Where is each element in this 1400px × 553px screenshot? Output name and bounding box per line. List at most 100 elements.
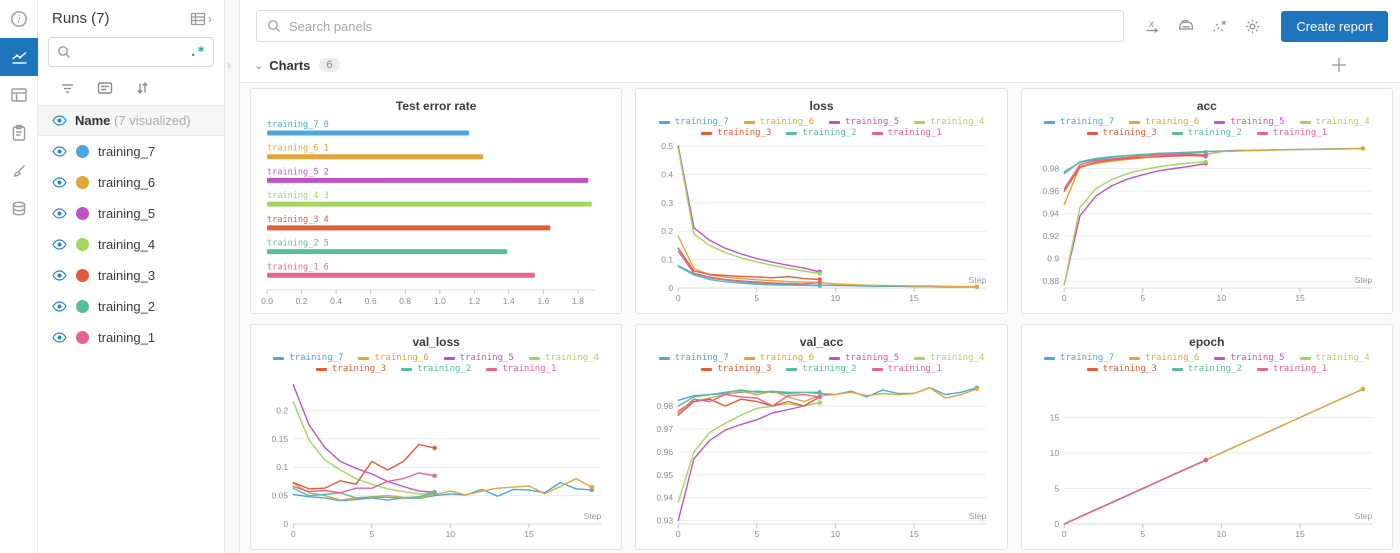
- rail-item-table[interactable]: [0, 76, 38, 114]
- svg-text:0.1: 0.1: [276, 462, 288, 472]
- chart-panel-val-loss[interactable]: val_loss training_7 training_6 training_5 tr…: [250, 324, 623, 550]
- legend-item: training_5: [443, 353, 514, 363]
- run-row[interactable]: training_4: [38, 229, 224, 260]
- run-row[interactable]: training_5: [38, 198, 224, 229]
- chart-panel-acc[interactable]: acc training_7 training_6 training_5 trainin…: [1020, 88, 1393, 314]
- legend-dash: [871, 131, 883, 135]
- svg-text:0.4: 0.4: [662, 169, 674, 179]
- svg-text:15: 15: [1295, 529, 1305, 539]
- line-plot: 0 0.05 0.1 0.15 0.2 0 5 10 15 Step: [272, 384, 602, 539]
- svg-text:15: 15: [1295, 293, 1305, 303]
- svg-text:5: 5: [755, 293, 760, 303]
- filter-icon[interactable]: [60, 81, 75, 95]
- expand-table-chevron-icon[interactable]: ›: [208, 11, 212, 26]
- svg-text:1.2: 1.2: [468, 296, 480, 306]
- info-icon: i: [11, 11, 27, 27]
- line-plot: 0.93 0.94 0.95 0.96 0.97 0.98 0 5 10 15 Step: [657, 385, 987, 539]
- legend-dash: [486, 367, 498, 371]
- run-name: training_4: [98, 237, 156, 252]
- legend-item: training_6: [1129, 353, 1199, 363]
- svg-text:0.0: 0.0: [261, 296, 273, 306]
- rail-item-artifacts[interactable]: [0, 190, 38, 228]
- visibility-eye-icon[interactable]: [52, 239, 67, 250]
- charts-section-header: ⌄ Charts 6: [240, 50, 1400, 82]
- rail-item-logs[interactable]: [0, 114, 38, 152]
- svg-text:1.8: 1.8: [572, 296, 584, 306]
- rail-item-sweeps[interactable]: [0, 152, 38, 190]
- legend-item: training_1: [871, 364, 942, 374]
- regex-toggle-icon[interactable]: .*: [189, 44, 205, 60]
- legend-item: training_3: [701, 128, 771, 138]
- run-row[interactable]: training_6: [38, 167, 224, 198]
- visibility-eye-icon[interactable]: [52, 301, 67, 312]
- runs-table-toggle-icon[interactable]: [190, 11, 206, 27]
- svg-text:0: 0: [669, 283, 674, 293]
- settings-gear-icon[interactable]: [1244, 18, 1261, 35]
- runs-sidebar: Runs (7) › .* Name (7: [38, 0, 225, 553]
- svg-text:x: x: [1148, 19, 1155, 30]
- svg-text:10: 10: [1216, 529, 1226, 539]
- legend-item: training_4: [914, 353, 984, 363]
- svg-text:0.2: 0.2: [276, 405, 288, 415]
- visibility-eye-icon[interactable]: [52, 270, 67, 281]
- add-panel-button[interactable]: [1330, 56, 1348, 74]
- run-name: training_7: [98, 144, 156, 159]
- svg-text:1.6: 1.6: [537, 296, 549, 306]
- chart-panel-loss[interactable]: loss training_7 training_6 training_5 traini…: [635, 88, 1008, 314]
- create-report-button[interactable]: Create report: [1281, 10, 1388, 42]
- visibility-eye-icon[interactable]: [52, 177, 67, 188]
- main-content: x Create report ⌄ Charts 6: [240, 0, 1400, 553]
- legend-item: training_1: [486, 364, 556, 374]
- svg-text:0.1: 0.1: [662, 255, 674, 265]
- svg-text:i: i: [18, 15, 21, 26]
- svg-text:15: 15: [1049, 413, 1059, 423]
- legend-item: training_5: [828, 353, 899, 363]
- legend-dash: [401, 367, 413, 371]
- bar-plot: training_7 0 training_6 1 training_5 2 trai…: [261, 120, 596, 306]
- visibility-eye-icon[interactable]: [52, 208, 67, 219]
- group-icon[interactable]: [97, 81, 113, 95]
- panel-search-input[interactable]: [289, 18, 1114, 34]
- run-row[interactable]: training_2: [38, 291, 224, 322]
- sort-icon[interactable]: [135, 81, 150, 95]
- svg-text:0.8: 0.8: [399, 296, 411, 306]
- legend-dash: [443, 356, 455, 360]
- chevron-down-icon[interactable]: ⌄: [254, 59, 264, 72]
- collapse-sidebar-handle[interactable]: ›: [227, 58, 231, 72]
- svg-text:0: 0: [1061, 529, 1066, 539]
- legend-item: training_6: [1129, 117, 1199, 127]
- svg-text:5: 5: [1140, 293, 1145, 303]
- svg-text:15: 15: [524, 529, 534, 539]
- chart-legend: training_7 training_6 training_5 training_4…: [259, 352, 613, 376]
- workspace-settings-icons: x: [1134, 18, 1271, 35]
- chart-panel-epoch[interactable]: epoch training_7 training_6 training_5 train…: [1020, 324, 1393, 550]
- legend-item: training_2: [401, 364, 471, 374]
- visibility-eye-icon[interactable]: [52, 146, 67, 157]
- outlier-scatter-icon[interactable]: [1211, 18, 1228, 34]
- svg-text:10: 10: [1049, 448, 1059, 458]
- runs-search-input[interactable]: [71, 45, 190, 59]
- runs-name-header[interactable]: Name (7 visualized): [38, 105, 224, 136]
- svg-text:0.94: 0.94: [1042, 209, 1059, 219]
- run-row[interactable]: training_1: [38, 322, 224, 353]
- chart-panel-val-acc[interactable]: val_acc training_7 training_6 training_5 tra…: [635, 324, 1008, 550]
- run-color-dot: [76, 269, 89, 282]
- smoothing-iron-icon[interactable]: [1177, 18, 1195, 34]
- line-plot: 0 0.1 0.2 0.3 0.4 0.5 0 5 10 15 Step: [662, 141, 987, 303]
- charts-count-badge: 6: [319, 58, 340, 72]
- legend-item: training_2: [786, 128, 857, 138]
- run-row[interactable]: training_3: [38, 260, 224, 291]
- visibility-eye-icon[interactable]: [52, 332, 67, 343]
- svg-text:0.9: 0.9: [1047, 254, 1059, 264]
- legend-item: training_2: [1171, 128, 1242, 138]
- runs-panel-title: Runs (7): [52, 10, 110, 27]
- legend-item: training_5: [1214, 117, 1285, 127]
- rail-item-charts[interactable]: [0, 38, 38, 76]
- run-row[interactable]: training_7: [38, 136, 224, 167]
- rail-item-overview[interactable]: i: [0, 0, 38, 38]
- svg-text:0.5: 0.5: [662, 141, 674, 151]
- x-axis-icon[interactable]: x: [1144, 18, 1161, 35]
- legend-dash: [786, 367, 798, 371]
- visibility-all-eye-icon[interactable]: [52, 115, 67, 126]
